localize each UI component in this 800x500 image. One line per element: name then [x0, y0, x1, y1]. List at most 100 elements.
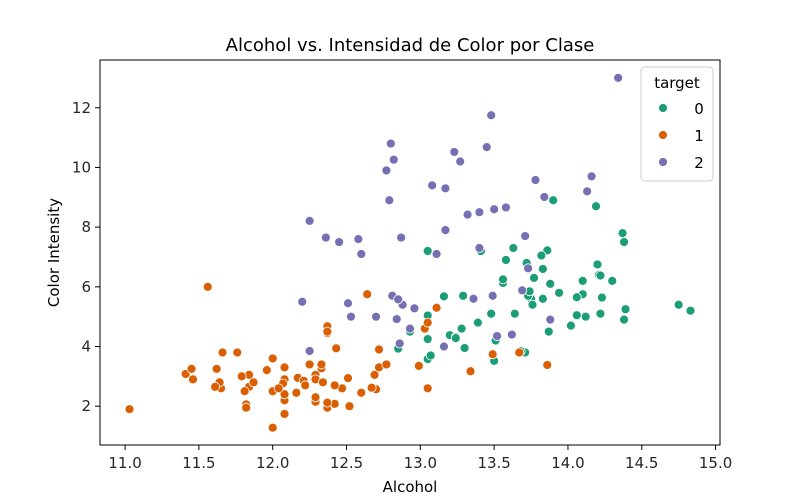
- data-point-class-2: [427, 180, 438, 191]
- data-point-class-0: [545, 278, 556, 289]
- data-point-class-1: [291, 387, 302, 398]
- data-point-class-1: [217, 347, 228, 358]
- y-tick-label: 2: [81, 397, 91, 415]
- data-point-class-2: [517, 285, 528, 296]
- data-point-class-0: [619, 237, 629, 247]
- plot-frame: [99, 59, 721, 446]
- data-point-class-0: [508, 243, 519, 253]
- data-point-class-2: [431, 249, 442, 259]
- data-point-class-1: [211, 363, 222, 374]
- data-point-class-2: [297, 296, 308, 307]
- chart-title: Alcohol vs. Intensidad de Color por Clas…: [226, 35, 595, 56]
- data-point-class-2: [371, 311, 381, 322]
- data-point-class-1: [300, 380, 311, 391]
- y-tick-label: 8: [81, 218, 91, 236]
- data-point-class-2: [346, 311, 356, 322]
- data-point-class-1: [343, 373, 353, 384]
- data-point-class-2: [474, 243, 485, 253]
- legend-marker: [658, 130, 668, 140]
- data-point-class-2: [405, 323, 415, 334]
- data-point-class-2: [545, 314, 556, 325]
- data-point-class-2: [396, 232, 407, 243]
- data-point-class-2: [440, 225, 451, 236]
- data-point-class-0: [450, 333, 461, 344]
- legend: target 0 1 2: [640, 66, 714, 182]
- y-tick-label: 10: [72, 158, 91, 176]
- data-point-class-1: [202, 281, 213, 292]
- data-points: [124, 73, 696, 433]
- data-point-class-0: [571, 310, 582, 321]
- data-point-class-2: [462, 209, 473, 220]
- x-tick-label: 14.0: [551, 454, 584, 472]
- legend-marker: [658, 103, 668, 113]
- data-point-class-0: [571, 292, 582, 303]
- data-point-class-1: [236, 371, 247, 382]
- data-point-class-2: [481, 142, 492, 153]
- x-axis: 11.0 11.5 12.0 12.5 13.0 13.5 14.0 14.5 15.0: [108, 445, 732, 472]
- data-point-class-1: [381, 359, 392, 370]
- data-point-class-2: [409, 303, 420, 314]
- data-point-class-0: [422, 334, 433, 344]
- y-tick-label: 12: [72, 99, 91, 117]
- data-point-class-0: [543, 326, 554, 337]
- legend-box: [640, 66, 714, 182]
- data-point-class-1: [310, 392, 321, 403]
- y-axis-label: Color Intensity: [45, 198, 63, 307]
- y-tick-label: 4: [81, 338, 91, 356]
- data-point-class-2: [353, 234, 364, 244]
- data-point-class-0: [459, 343, 470, 353]
- y-axis: 2 4 6 8 10 12: [72, 99, 100, 415]
- data-point-class-1: [431, 302, 442, 313]
- data-point-class-1: [279, 409, 290, 419]
- x-tick-label: 13.5: [477, 454, 510, 472]
- legend-title: target: [654, 74, 700, 92]
- data-point-class-1: [422, 317, 433, 328]
- data-point-class-2: [388, 154, 399, 165]
- data-point-class-0: [486, 308, 497, 319]
- data-point-class-2: [440, 183, 451, 194]
- data-point-class-0: [685, 305, 696, 316]
- data-point-class-1: [369, 369, 380, 380]
- data-point-class-1: [331, 343, 342, 354]
- x-tick-label: 15.0: [699, 454, 732, 472]
- data-point-class-1: [267, 353, 278, 364]
- data-point-class-2: [304, 346, 315, 356]
- data-point-class-2: [586, 171, 597, 182]
- data-point-class-2: [501, 202, 511, 213]
- data-point-class-1: [322, 397, 333, 408]
- data-point-class-1: [304, 359, 315, 370]
- data-point-class-1: [542, 360, 553, 370]
- y-tick-label: 6: [81, 278, 91, 296]
- data-point-class-1: [261, 365, 272, 375]
- data-point-class-1: [316, 359, 327, 370]
- data-point-class-1: [241, 402, 252, 413]
- data-point-class-2: [474, 207, 485, 218]
- data-point-class-1: [329, 380, 340, 391]
- data-point-class-1: [487, 349, 498, 360]
- data-point-class-0: [617, 228, 628, 239]
- data-point-class-2: [384, 195, 395, 206]
- data-point-class-2: [381, 165, 392, 176]
- data-point-class-0: [580, 311, 591, 322]
- data-point-class-1: [422, 383, 433, 394]
- x-tick-label: 12.5: [330, 454, 363, 472]
- data-point-class-1: [344, 401, 355, 412]
- data-point-class-1: [374, 344, 384, 355]
- x-axis-label: Alcohol: [383, 478, 438, 496]
- data-point-class-1: [248, 377, 259, 388]
- data-point-class-2: [393, 294, 404, 305]
- data-point-class-0: [577, 275, 588, 286]
- data-point-class-0: [456, 323, 467, 334]
- data-point-class-0: [548, 195, 559, 206]
- data-point-class-0: [527, 299, 538, 310]
- data-point-class-1: [273, 383, 284, 394]
- data-point-class-0: [425, 350, 436, 361]
- data-point-class-0: [458, 290, 469, 301]
- data-point-class-0: [529, 272, 539, 283]
- data-point-class-0: [607, 275, 618, 286]
- data-point-class-0: [537, 264, 548, 274]
- data-point-class-2: [520, 231, 531, 241]
- data-point-class-1: [279, 389, 290, 400]
- data-point-class-1: [186, 363, 197, 374]
